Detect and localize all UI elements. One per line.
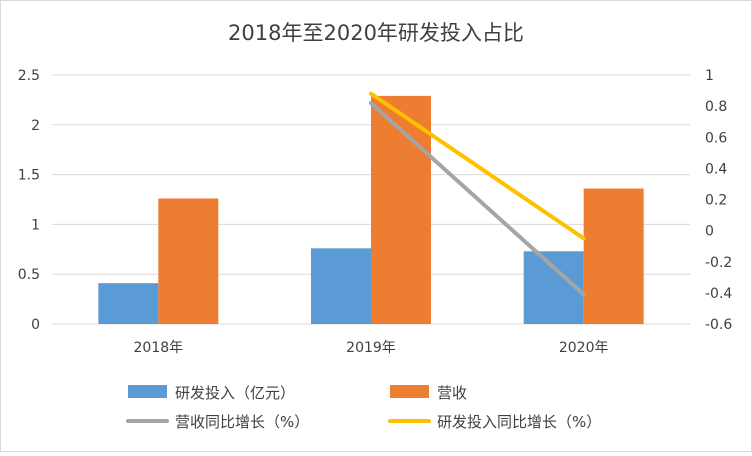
legend-label: 营收同比增长（%） (175, 413, 309, 431)
y2-tick-label: 0.8 (705, 99, 727, 115)
y-tick-label: 1 (31, 217, 40, 233)
legend-label: 研发投入（亿元） (175, 384, 295, 402)
bar (98, 283, 159, 324)
y-tick-label: 0.5 (18, 267, 40, 283)
legend-swatch (128, 385, 167, 398)
y2-tick-label: -0.4 (705, 286, 732, 302)
legend-swatch (390, 385, 429, 398)
axes: 2.5 2 1.5 1 0.5 0 1 0.8 0.6 0.4 0.2 0 -0.2 -0.4 -0.6 20… (18, 68, 733, 356)
bars (98, 95, 644, 324)
legend-label: 研发投入同比增长（%） (437, 413, 601, 431)
chart-title: 2018年至2020年研发投入占比 (228, 21, 524, 45)
y2-tick-label: -0.2 (705, 255, 732, 271)
y-tick-label: 2 (31, 118, 40, 134)
legend-label: 营收 (437, 384, 467, 402)
x-tick-label: 2018年 (134, 340, 184, 356)
y-tick-label: 0 (31, 317, 40, 333)
lines (369, 91, 586, 297)
y-tick-label: 1.5 (18, 168, 40, 184)
y-tick-label: 2.5 (18, 68, 40, 84)
x-tick-label: 2020年 (559, 340, 609, 356)
y2-tick-label: 1 (705, 68, 714, 84)
bar (371, 95, 431, 324)
series-line (369, 101, 586, 297)
x-tick-label: 2019年 (346, 340, 396, 356)
bar (158, 198, 219, 324)
y2-tick-label: 0 (705, 224, 714, 240)
series-line (369, 91, 586, 241)
y2-tick-label: -0.6 (705, 317, 732, 333)
y2-tick-label: 0.2 (705, 193, 727, 209)
y2-tick-label: 0.6 (705, 130, 727, 146)
bar (311, 248, 371, 324)
y2-tick-label: 0.4 (705, 161, 727, 177)
bar (583, 188, 644, 324)
